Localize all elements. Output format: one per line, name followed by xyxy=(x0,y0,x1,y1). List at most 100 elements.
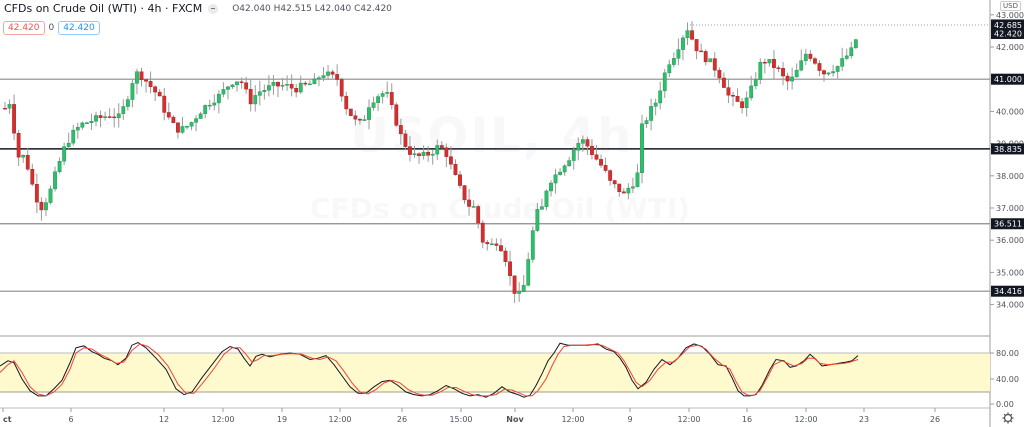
candle-down xyxy=(453,164,458,175)
candle-up xyxy=(767,59,772,64)
candle-up xyxy=(230,84,235,88)
candle-up xyxy=(708,58,713,63)
candle-down xyxy=(817,63,822,71)
candle-up xyxy=(189,122,194,127)
candle-up xyxy=(235,81,239,86)
candle-up xyxy=(849,47,854,57)
candle-up xyxy=(130,83,135,100)
candle-down xyxy=(772,59,776,68)
symbol-title[interactable]: CFDs on Crude Oil (WTI) · 4h · FXCM xyxy=(4,2,203,15)
candle-down xyxy=(612,180,617,185)
candle-down xyxy=(485,242,490,245)
candle-up xyxy=(267,85,271,91)
candle-down xyxy=(808,53,813,59)
stoch-tick: 0.00 xyxy=(996,400,1014,409)
candle-up xyxy=(567,160,572,167)
ohlc-values: O42.040 H42.515 L42.040 C42.420 xyxy=(232,3,392,14)
candle-down xyxy=(694,39,699,52)
candle-down xyxy=(499,245,503,252)
candle-up xyxy=(180,126,185,133)
candle-down xyxy=(408,146,412,155)
candle-up xyxy=(262,90,267,92)
candle-down xyxy=(594,154,599,160)
time-tick: 12:00 xyxy=(328,415,351,424)
candle-up xyxy=(253,95,258,105)
candle-down xyxy=(776,67,781,69)
candle-up xyxy=(758,61,763,80)
svg-text:36.511: 36.511 xyxy=(994,220,1022,229)
candle-down xyxy=(335,74,340,80)
candle-up xyxy=(662,72,667,92)
candle-up xyxy=(435,145,440,155)
candle-down xyxy=(712,58,717,71)
stoch-band xyxy=(0,353,990,392)
price-tick: 37.000 xyxy=(996,204,1024,213)
time-tick: 19 xyxy=(277,415,287,424)
settings-gear-icon[interactable] xyxy=(1002,412,1014,424)
candle-up xyxy=(799,60,804,71)
candle-up xyxy=(221,89,226,95)
candle-up xyxy=(540,206,544,210)
candle-down xyxy=(740,101,745,109)
candle-up xyxy=(412,153,417,155)
candle-up xyxy=(640,123,644,173)
price-badge: 42.420 xyxy=(991,27,1024,39)
candle-up xyxy=(57,161,62,172)
buy-button[interactable]: 42.420 xyxy=(58,21,100,35)
price-tick: 42.000 xyxy=(996,43,1024,52)
candle-up xyxy=(517,291,522,294)
candle-down xyxy=(348,108,353,116)
stochastic-pane: 80.00 40.00 0.00 xyxy=(0,342,1019,409)
candle-down xyxy=(726,87,731,96)
candle-down xyxy=(339,79,344,97)
candle-up xyxy=(326,71,330,76)
candle-down xyxy=(394,104,399,126)
candle-down xyxy=(608,170,613,181)
candle-up xyxy=(635,172,640,187)
candle-up xyxy=(562,165,567,173)
time-tick: 12 xyxy=(159,415,169,424)
time-tick: 12:00 xyxy=(561,415,584,424)
candle-up xyxy=(571,150,576,161)
candle-down xyxy=(30,169,35,185)
candle-up xyxy=(75,127,80,131)
candle-up xyxy=(44,202,48,211)
sell-button[interactable]: 42.420 xyxy=(3,21,45,35)
candle-down xyxy=(703,51,708,63)
candle-down xyxy=(717,70,722,79)
candle-down xyxy=(762,61,767,64)
time-tick: 12:00 xyxy=(794,415,817,424)
price-badge: 42.685 xyxy=(991,19,1024,31)
candle-down xyxy=(171,116,176,123)
candle-up xyxy=(66,142,71,147)
svg-text:34.416: 34.416 xyxy=(994,287,1022,296)
candle-down xyxy=(276,82,280,87)
candle-down xyxy=(248,88,253,105)
candle-up xyxy=(321,75,326,79)
price-tick: 34.000 xyxy=(996,301,1024,310)
candle-up xyxy=(185,126,189,128)
candle-up xyxy=(421,151,426,156)
candle-down xyxy=(426,151,431,156)
candle-up xyxy=(649,106,654,121)
spread-value: 0 xyxy=(48,23,55,33)
candle-up xyxy=(840,58,845,67)
candlestick-series xyxy=(3,21,858,304)
candle-up xyxy=(103,116,108,118)
hide-legend-icon[interactable] xyxy=(208,3,219,14)
candle-down xyxy=(107,116,112,118)
currency-label[interactable]: USD xyxy=(1000,1,1021,11)
candle-down xyxy=(467,199,471,207)
candle-up xyxy=(580,139,585,144)
candle-down xyxy=(585,139,590,147)
candle-up xyxy=(271,82,276,86)
price-badge: 38.835 xyxy=(991,143,1024,155)
candle-up xyxy=(658,90,663,104)
candle-down xyxy=(462,185,467,201)
candle-up xyxy=(71,129,76,144)
time-tick: 16 xyxy=(742,415,752,424)
candle-down xyxy=(303,82,308,85)
candle-down xyxy=(16,132,21,158)
candle-down xyxy=(476,206,481,224)
